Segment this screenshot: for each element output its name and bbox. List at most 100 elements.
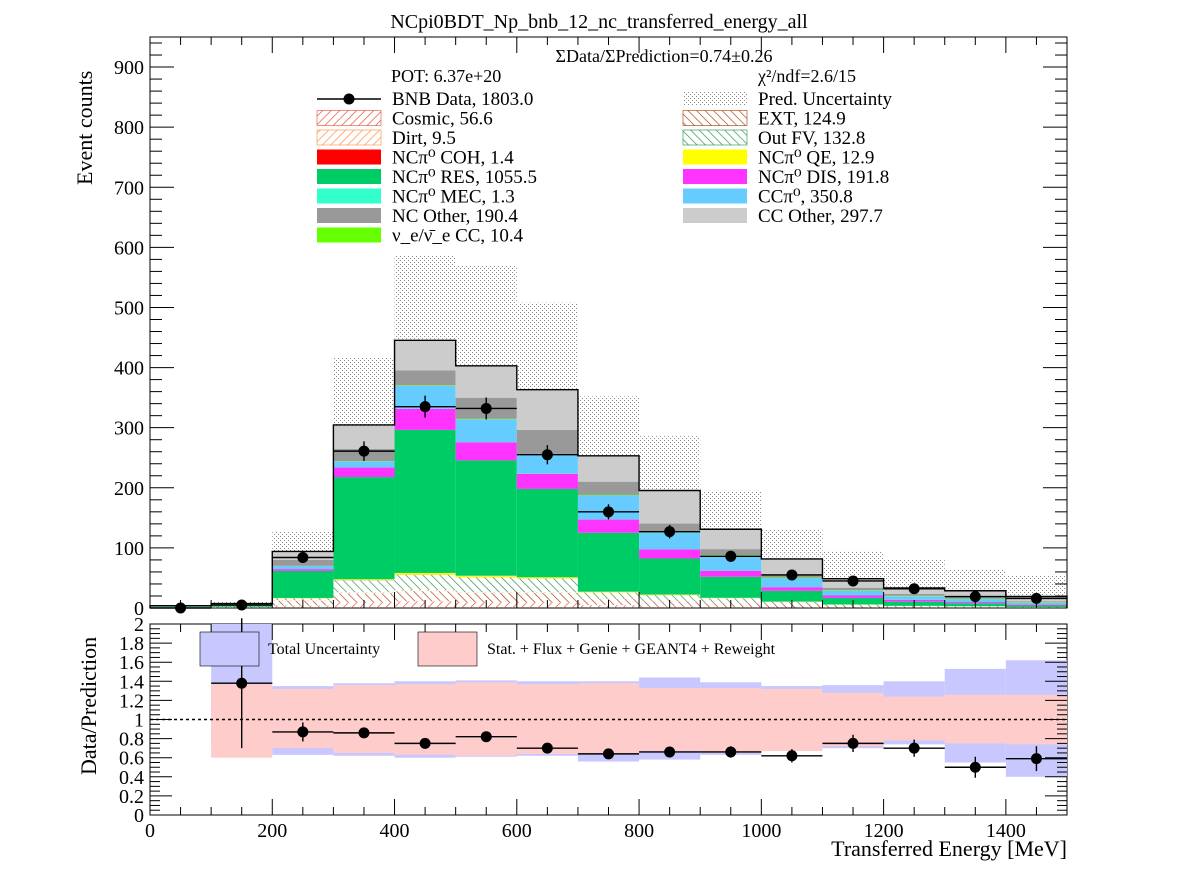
- legend-swatch: [317, 227, 381, 243]
- legend-swatch: [316, 129, 382, 146]
- ratio-y-tick-label: 1.4: [119, 671, 144, 693]
- data-point: [664, 526, 676, 538]
- data-point: [725, 550, 737, 562]
- stack-bar-7: [333, 467, 395, 478]
- stack-bar-11: [394, 370, 456, 386]
- stack-bar-5: [394, 572, 456, 575]
- ratio-point: [847, 737, 859, 749]
- ratio-y-tick-label: 1: [134, 710, 144, 732]
- ratio-y-tick-label: 2: [134, 614, 144, 636]
- stack-bar-3: [577, 592, 640, 599]
- legend-label: Out FV, 132.8: [758, 128, 865, 149]
- stack-bar-6: [761, 590, 823, 602]
- stack-bar-12: [700, 529, 762, 550]
- ratio-point: [297, 726, 309, 738]
- legend-data-marker: [343, 93, 355, 105]
- ratio-point: [358, 727, 370, 739]
- y-tick-label: 500: [114, 297, 144, 319]
- stack-bar-6: [639, 558, 701, 595]
- chi2-text: χ²/ndf=2.6/15: [757, 66, 856, 86]
- data-point: [1030, 592, 1042, 604]
- stack-bar-7: [516, 473, 578, 489]
- stack-bar-11: [883, 593, 945, 596]
- legend-label: CC Other, 297.7: [758, 206, 883, 227]
- legend-swatch: [682, 129, 748, 146]
- legend-swatch: [683, 208, 747, 223]
- stack-bar-2: [455, 592, 517, 593]
- stack-bar-11: [577, 481, 640, 495]
- total-uncertainty-legend-swatch: [199, 631, 260, 667]
- stack-bar-2: [516, 592, 578, 593]
- stack-outline: [149, 339, 1068, 608]
- legend-label: CCπ⁰, 350.8: [758, 187, 853, 208]
- data-point: [969, 591, 981, 603]
- x-tick-label: 1200: [864, 820, 904, 842]
- stack-bar-11: [822, 587, 884, 591]
- stack-bar-12: [761, 558, 823, 574]
- stack-bar-3: [516, 578, 578, 593]
- data-point: [358, 445, 370, 457]
- stack-bar-12: [455, 365, 517, 398]
- legend-label: NCπ⁰ QE, 12.9: [758, 148, 874, 169]
- syst-uncertainty-bin: [883, 696, 945, 741]
- legend-label: NCπ⁰ MEC, 1.3: [392, 187, 515, 208]
- ratio-point: [908, 742, 920, 754]
- legend-label: BNB Data, 1803.0: [392, 89, 533, 110]
- stack-bar-3: [455, 577, 517, 593]
- ratio-y-tick-label: 0.2: [119, 786, 144, 808]
- stack-bar-6: [272, 570, 334, 598]
- x-tick-label: 200: [257, 820, 287, 842]
- stack-bar-1: [455, 592, 517, 602]
- stack-bar-9: [883, 596, 945, 600]
- stack-bar-12: [639, 490, 701, 524]
- stack-bar-3: [639, 595, 701, 602]
- legend-label: Cosmic, 56.6: [392, 109, 493, 130]
- ratio-y-tick-label: 0: [134, 805, 144, 827]
- stack-bar-7: [700, 570, 762, 577]
- stack-bar-5: [516, 577, 578, 579]
- legend-swatch: [683, 188, 747, 204]
- y-tick-label: 600: [114, 237, 144, 259]
- legend-label: ν_e/ν̄_e CC, 10.4: [392, 226, 524, 247]
- ratio-point: [725, 746, 737, 758]
- stack-bar-2: [333, 592, 395, 594]
- stack-bar-12: [577, 455, 640, 482]
- stack-bar-10: [577, 494, 640, 496]
- ratio-y-axis-label: Data/Prediction: [76, 637, 101, 775]
- stack-bar-6: [394, 429, 456, 573]
- x-tick-label: 0: [145, 820, 155, 842]
- legend-label: Pred. Uncertainty: [758, 89, 893, 110]
- x-axis-label: Transferred Energy [MeV]: [831, 836, 1067, 861]
- syst-uncertainty-legend-swatch: [417, 631, 478, 667]
- stack-bar-1: [333, 593, 395, 602]
- ratio-point: [664, 746, 676, 758]
- legend-label: Dirt, 9.5: [392, 128, 456, 149]
- data-point: [297, 552, 309, 564]
- ratio-point: [1030, 753, 1042, 765]
- legend-swatch: [683, 169, 747, 184]
- stack-bar-3: [272, 598, 334, 601]
- stack-bar-6: [516, 488, 578, 578]
- ratio-y-tick-label: 1.8: [119, 633, 144, 655]
- legend-label: EXT, 124.9: [758, 109, 846, 130]
- stack-bar-5: [577, 591, 640, 593]
- ratio-point: [419, 737, 431, 749]
- x-tick-label: 800: [624, 820, 654, 842]
- stack-bar-2: [394, 589, 456, 592]
- data-point: [603, 506, 614, 518]
- legend-swatch: [682, 110, 748, 126]
- x-tick-label: 1000: [741, 820, 781, 842]
- stack-bar-9: [455, 419, 517, 443]
- data-points-group: [150, 395, 1067, 614]
- stack-bar-7: [761, 587, 823, 591]
- stack-bar-9: [272, 566, 334, 570]
- stack-bar-7: [577, 519, 640, 533]
- y-axis-label: Event counts: [72, 71, 97, 185]
- data-point: [419, 401, 431, 413]
- legend-label: NCπ⁰ COH, 1.4: [392, 148, 514, 169]
- y-tick-label: 0: [134, 598, 144, 620]
- stack-bar-5: [333, 579, 395, 581]
